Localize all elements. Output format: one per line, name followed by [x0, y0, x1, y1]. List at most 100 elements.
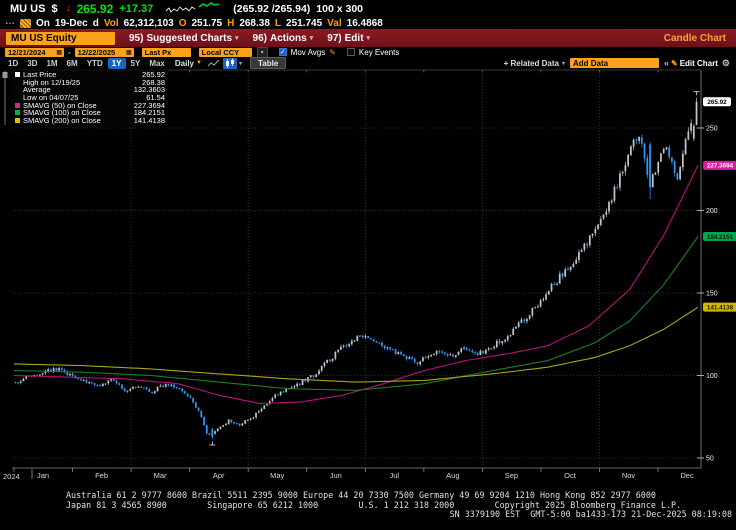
val-label: Val: [327, 17, 342, 29]
candles-layer: [14, 97, 698, 439]
legend-row[interactable]: Low on 04/07/25 61.54: [15, 93, 165, 103]
y-gridlines: 50 100 150 200 250: [12, 126, 718, 463]
svg-text:150: 150: [706, 291, 718, 298]
svg-text:Apr: Apr: [213, 471, 225, 480]
low-label: L: [274, 17, 282, 29]
currency-value: Local CCY: [201, 47, 240, 57]
open-value: 251.75: [191, 17, 223, 29]
frequency-select[interactable]: Daily ▼: [175, 59, 202, 68]
legend-value: 61.54: [146, 93, 165, 103]
period-button-1m[interactable]: 1M: [46, 58, 58, 68]
high-value: 268.38: [239, 17, 270, 29]
year-label: 2024: [3, 472, 20, 481]
chart-type-dropdown-icon[interactable]: ▾: [238, 60, 242, 67]
chevron-down-icon: ▾: [309, 35, 314, 42]
currency-dropdown-icon[interactable]: ▾: [256, 46, 268, 58]
svg-text:141.4138: 141.4138: [707, 304, 734, 311]
related-data-button[interactable]: + Related Data ▾: [504, 59, 565, 68]
menu-actions[interactable]: 96) Actions ▾: [253, 33, 314, 44]
low-value: 251.745: [286, 17, 323, 29]
alert-icon[interactable]: [20, 18, 31, 28]
period-button-6m[interactable]: 6M: [66, 58, 78, 68]
chart-legend[interactable]: Last Price 265.92 High on 12/19/25 268.38 Av…: [12, 69, 169, 127]
svg-text:Aug: Aug: [446, 471, 459, 480]
date-from-input[interactable]: 12/21/2024 ▦: [5, 47, 64, 57]
more-icon[interactable]: …: [5, 16, 15, 27]
mov-avgs-label: Mov Avgs: [290, 47, 326, 57]
on-label: On: [36, 17, 50, 29]
legend-row[interactable]: SMAVG (50) on Close 227.3694: [15, 101, 165, 110]
screen-title: Candle Chart: [663, 32, 726, 44]
legend-value: 132.3603: [133, 85, 165, 95]
open-label: O: [178, 17, 187, 29]
menu-num: 96): [252, 32, 267, 44]
candle-chart-icon[interactable]: [222, 57, 237, 69]
legend-label: SMAVG (200) on Close: [23, 115, 101, 125]
left-scroll-thumb: [2, 72, 8, 78]
collapse-icon[interactable]: «: [663, 58, 669, 68]
chevron-down-icon: ▾: [561, 60, 565, 67]
mov-avgs-checkbox[interactable]: ✓: [278, 48, 287, 56]
legend-value: 268.38: [142, 77, 165, 87]
legend-value: 141.4138: [133, 115, 165, 125]
menu-bar: MU US Equity 95) Suggested Charts ▾ 96) …: [0, 29, 736, 47]
chart-area[interactable]: 50 100 150 200 250 Jan Feb Mar Apr May Jun Jul Aug Se…: [0, 69, 736, 487]
legend-label: Low on 04/07/25: [23, 93, 79, 103]
svg-text:Jun: Jun: [330, 471, 342, 480]
period-button-1d[interactable]: 1D: [8, 58, 19, 68]
edit-mov-avgs-icon[interactable]: ✎: [329, 47, 336, 57]
field-select[interactable]: Last Px: [141, 47, 191, 57]
legend-value: 184.2151: [133, 108, 165, 118]
field-value: Last Px: [144, 47, 172, 57]
menu-suggested-charts[interactable]: 95) Suggested Charts ▾: [129, 33, 239, 44]
security-input[interactable]: MU US Equity: [6, 31, 115, 45]
chevron-down-icon: ▾: [235, 35, 239, 42]
price-badge: [703, 97, 731, 107]
currency-select[interactable]: Local CCY: [198, 47, 252, 57]
high-low-markers: [209, 91, 700, 446]
line-chart-icon[interactable]: [207, 58, 220, 68]
svg-text:265.92: 265.92: [707, 99, 727, 106]
date-to-input[interactable]: 12/22/2025 ▦: [74, 47, 134, 57]
high-label: H: [227, 17, 235, 29]
period-button-5y[interactable]: 5Y: [130, 58, 141, 68]
edit-chart-label[interactable]: Edit Chart: [679, 58, 718, 68]
legend-row[interactable]: SMAVG (200) on Close 141.4138: [15, 115, 165, 125]
settings-gear-icon[interactable]: ⚙: [721, 57, 730, 68]
menu-edit[interactable]: 97) Edit ▾: [327, 33, 370, 44]
legend-row[interactable]: Average 132.3603: [15, 85, 165, 95]
legend-row[interactable]: SMAVG (100) on Close 184.2151: [15, 108, 165, 118]
footer-session-info: SN 3379190 EST GMT-5:00 ba1433-173 21-De…: [449, 509, 732, 519]
legend-row[interactable]: High on 12/19/25 268.38: [15, 77, 165, 87]
key-events-checkbox[interactable]: [346, 48, 355, 56]
session-stats: … On 19-Dec d Vol 62,312,103 O 251.75 H …: [0, 16, 736, 29]
terminal-footer: Australia 61 2 9777 8600 Brazil 5511 239…: [0, 487, 736, 530]
table-button[interactable]: Table: [249, 57, 287, 69]
period-button-ytd[interactable]: YTD: [86, 58, 103, 68]
period-button-3d[interactable]: 3D: [27, 58, 38, 68]
menu-num: 95): [129, 32, 144, 44]
svg-text:Mar: Mar: [154, 471, 167, 480]
svg-text:Jan: Jan: [37, 471, 49, 480]
footer-contacts-2: Japan 81 3 4565 8900 Singapore 65 6212 1…: [66, 500, 682, 510]
period-button-max[interactable]: Max: [149, 58, 165, 68]
bid-ask: (265.92 /265.94): [233, 2, 311, 15]
edit-chart-pencil-icon[interactable]: ✎: [670, 58, 678, 68]
svg-text:Oct: Oct: [564, 471, 577, 480]
ma-line: [13, 165, 699, 405]
legend-swatch: [15, 117, 20, 123]
svg-text:227.3694: 227.3694: [707, 163, 734, 170]
price-chart[interactable]: 50 100 150 200 250 Jan Feb Mar Apr May Jun Jul Aug Se…: [0, 69, 736, 487]
related-data-label: + Related Data: [503, 58, 559, 68]
down-arrow-icon: ↓: [65, 3, 71, 14]
footer-contacts-1: Australia 61 2 9777 8600 Brazil 5511 239…: [66, 490, 656, 500]
vol-value: 62,312,103: [123, 17, 174, 29]
period-button-1y[interactable]: 1Y: [107, 57, 126, 69]
menu-label: Edit: [344, 32, 364, 44]
ticker: MU US: [10, 2, 46, 15]
legend-row[interactable]: Last Price 265.92: [15, 70, 165, 80]
svg-text:Feb: Feb: [95, 471, 108, 480]
legend-label: Last Price: [23, 70, 57, 80]
chevron-down-icon: ▼: [196, 60, 202, 66]
add-data-input[interactable]: Add Data: [569, 58, 659, 68]
